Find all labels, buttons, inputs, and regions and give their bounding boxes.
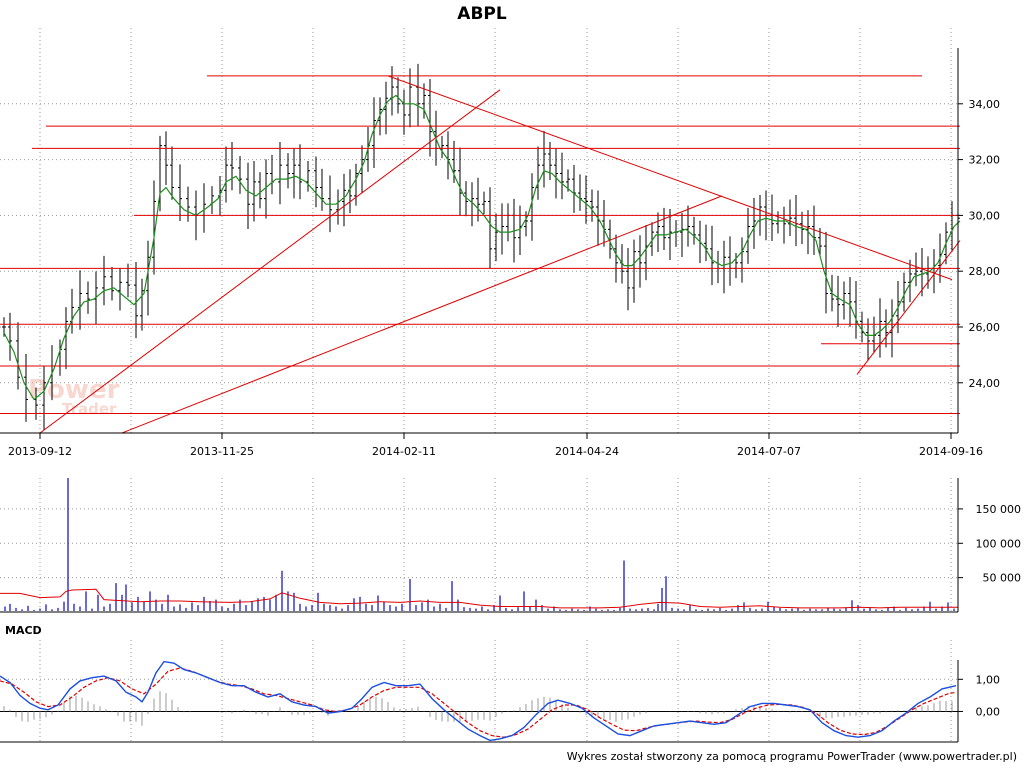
moving-average-line xyxy=(3,94,961,401)
macd-y-tick-label: 0,00 xyxy=(976,705,1001,718)
footer-credit: Wykres został stworzony za pomocą progra… xyxy=(567,750,1017,763)
macd-line xyxy=(0,660,957,742)
volume-y-tick-label: 50 000 xyxy=(983,572,1022,585)
x-tick-label: 2013-09-12 xyxy=(8,445,72,458)
volume-average-line xyxy=(0,588,958,609)
price-y-tick-label: 26,00 xyxy=(969,321,1001,334)
tick-labels: 2013-09-12 2013-11-25 2014-02-11 2014-04-24… xyxy=(8,98,1021,719)
price-y-tick-label: 34,00 xyxy=(969,98,1001,111)
x-tick-label: 2014-04-24 xyxy=(555,445,619,458)
x-tick-label: 2013-11-25 xyxy=(190,445,254,458)
price-y-tick-label: 24,00 xyxy=(969,377,1001,390)
price-y-tick-label: 30,00 xyxy=(969,209,1001,222)
watermark-line1: Power xyxy=(28,375,120,405)
axes xyxy=(0,48,959,743)
x-tick-label: 2014-07-07 xyxy=(737,445,801,458)
macd-panel xyxy=(0,660,957,742)
x-tick-label: 2014-09-16 xyxy=(919,445,983,458)
volume-y-tick-label: 150 000 xyxy=(976,503,1022,516)
macd-panel-label: MACD xyxy=(5,624,42,637)
volume-panel xyxy=(0,478,958,611)
volume-y-tick-label: 100 000 xyxy=(976,537,1022,550)
trendline xyxy=(39,89,501,434)
price-panel xyxy=(0,63,961,434)
price-y-tick-label: 28,00 xyxy=(969,265,1001,278)
macd-y-tick-label: 1,00 xyxy=(976,673,1001,686)
trendline xyxy=(387,75,953,281)
x-tick-label: 2014-02-11 xyxy=(372,445,436,458)
price-y-tick-label: 32,00 xyxy=(969,154,1001,167)
chart-title: ABPL xyxy=(457,4,507,24)
macd-signal-line xyxy=(0,667,957,738)
trendline xyxy=(856,240,961,375)
watermark-line2: Trader xyxy=(62,400,117,418)
trendline xyxy=(121,195,723,434)
